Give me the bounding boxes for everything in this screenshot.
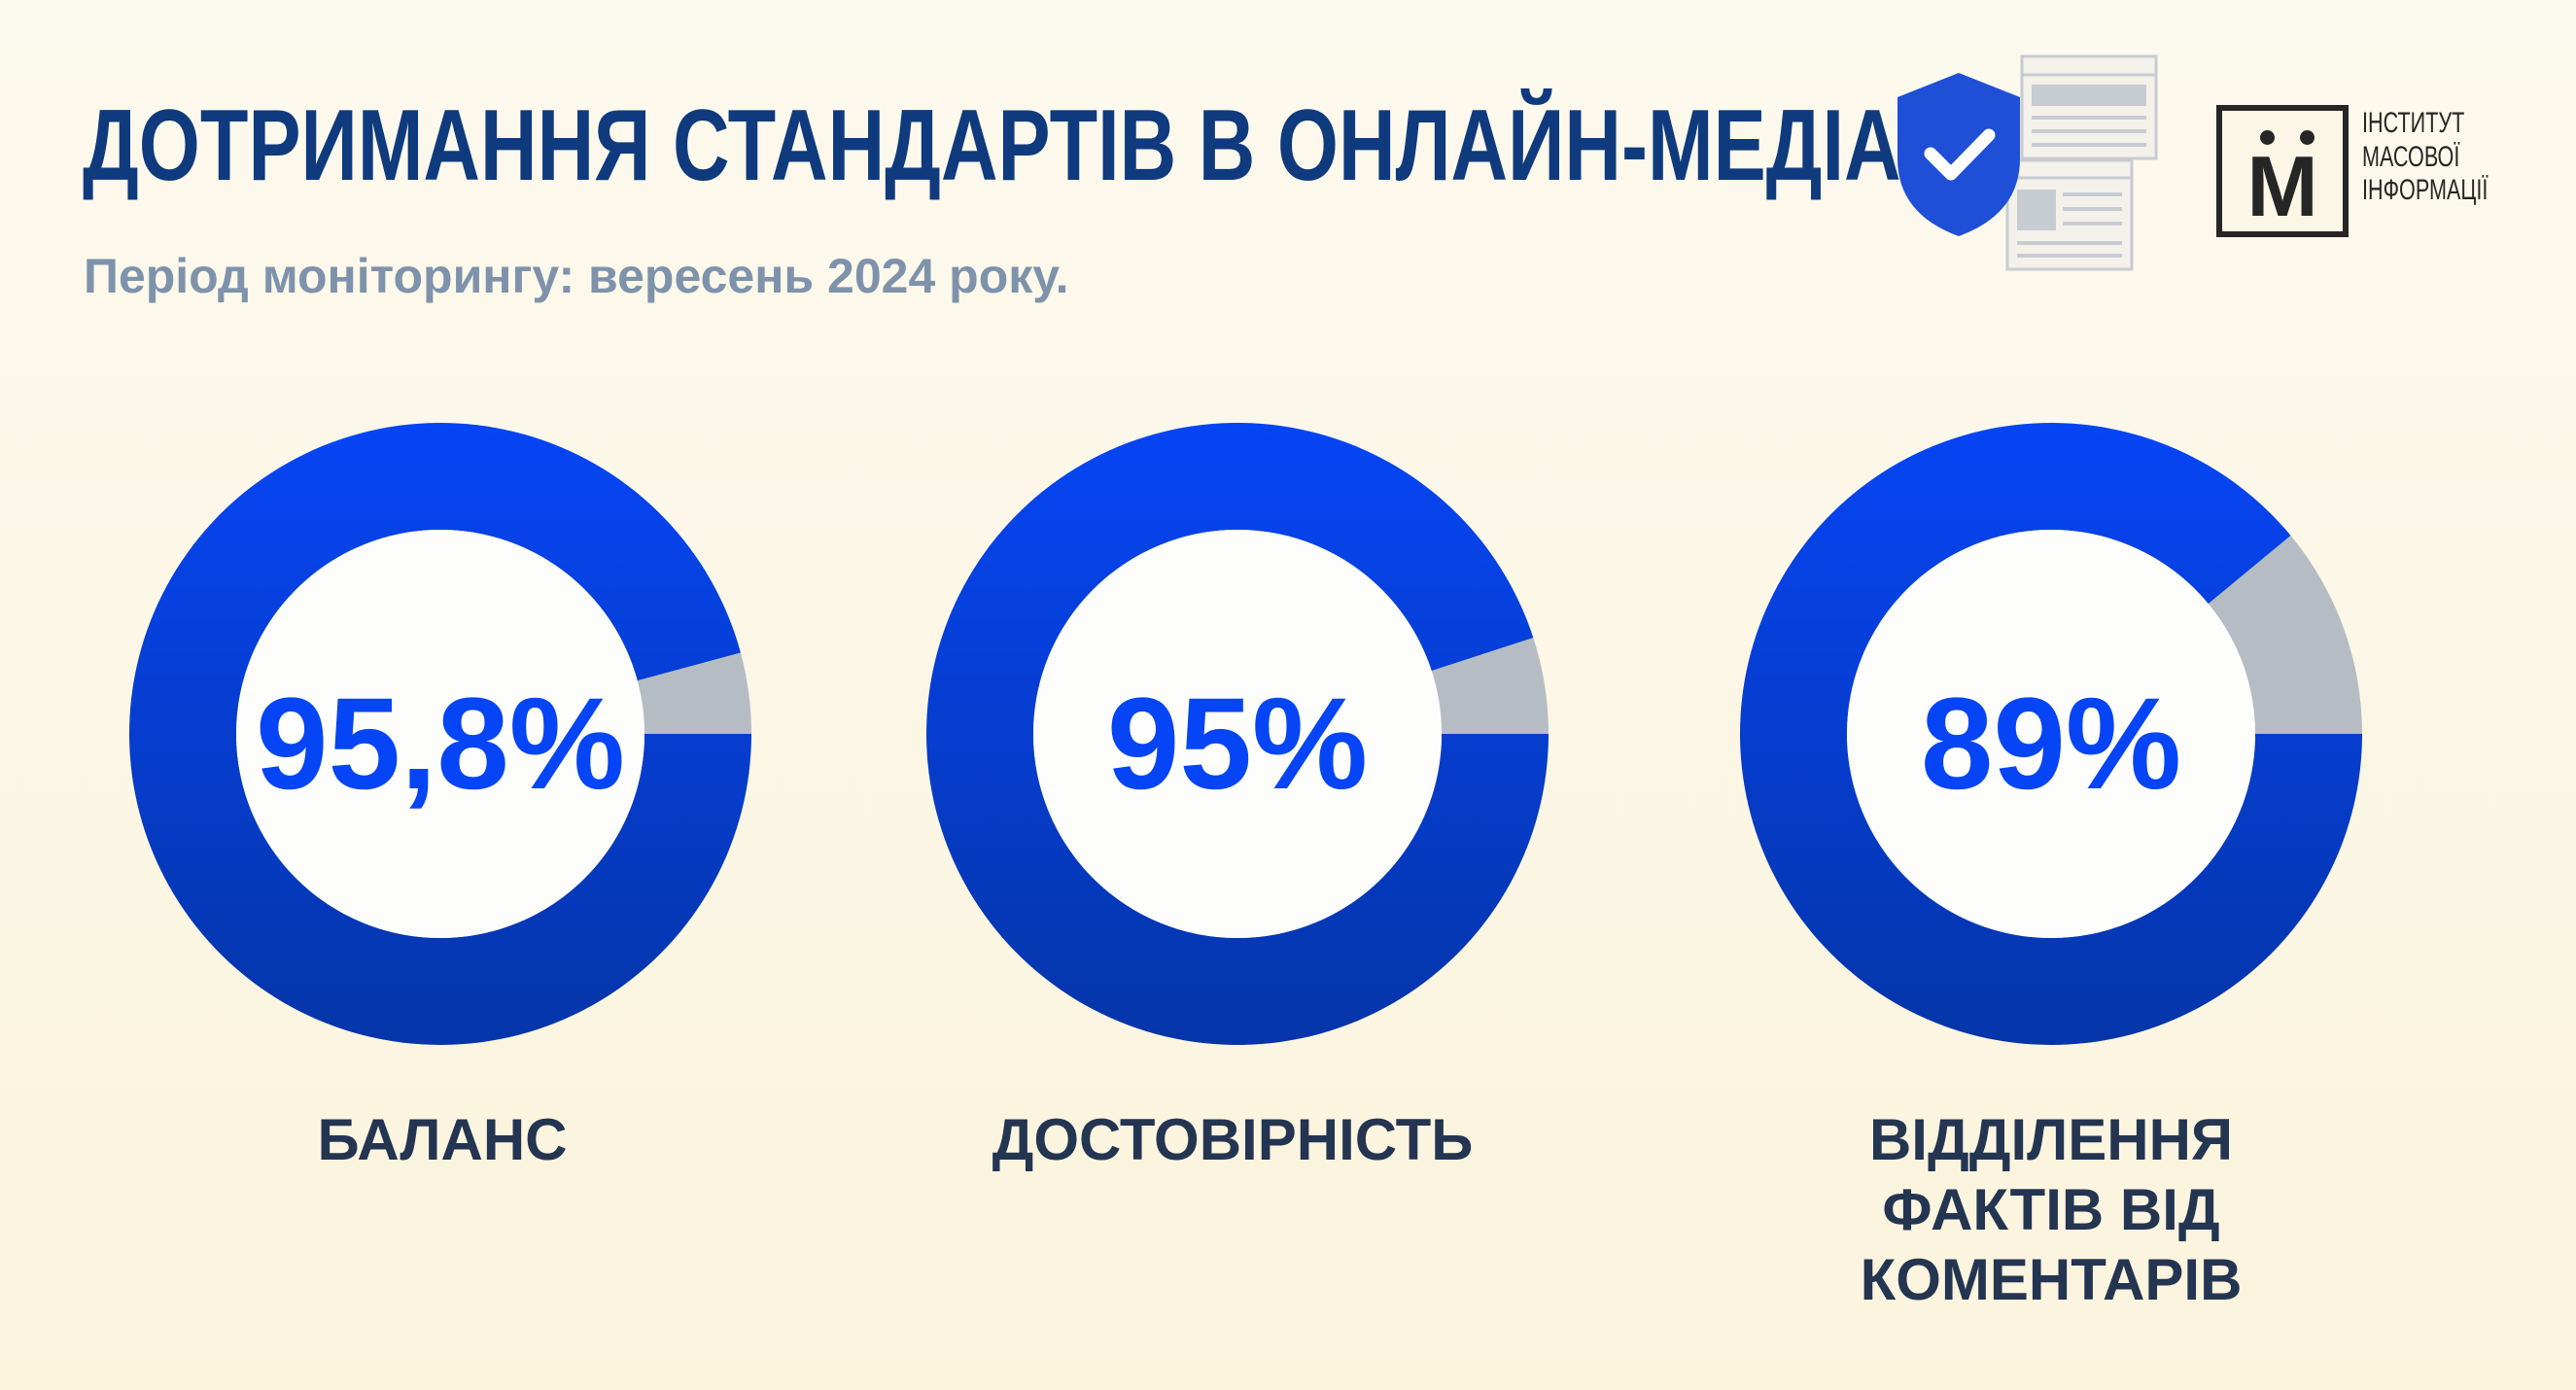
donut-remainder-slice bbox=[637, 652, 751, 734]
shield-check-icon bbox=[1897, 54, 2158, 271]
donut-value-label: 95,8% bbox=[256, 671, 625, 817]
donut-center bbox=[1033, 530, 1442, 938]
donut-value-label: 89% bbox=[1920, 671, 2182, 817]
logo-line-3: ІНФОРМАЦІЇ bbox=[2362, 174, 2489, 206]
donut-chart-reliability: 95% bbox=[917, 413, 1558, 1055]
logo-line-2: МАСОВОЇ bbox=[2362, 140, 2460, 173]
donut-value-slice bbox=[129, 423, 751, 1045]
category-label-reliability: ДОСТОВІРНІСТЬ bbox=[992, 1107, 1474, 1172]
donut-svg bbox=[1740, 422, 2362, 1045]
category-label-facts-vs-comments: ВІДДІЛЕННЯ ФАКТІВ ВІД КОМЕНТАРІВ bbox=[1614, 1105, 2489, 1315]
page-title: ДОТРИМАННЯ СТАНДАРТІВ В ОНЛАЙН-МЕДІА bbox=[83, 89, 1901, 202]
logo-text: ІНСТИТУТ МАСОВОЇ ІНФОРМАЦІЇ bbox=[2362, 107, 2488, 208]
webpage-icon bbox=[2005, 54, 2158, 271]
donut-center bbox=[1847, 530, 2255, 938]
category-label-balance: БАЛАНС bbox=[317, 1107, 568, 1172]
donut-svg bbox=[926, 423, 1549, 1045]
donut-value-slice bbox=[926, 423, 1549, 1045]
donut-center bbox=[236, 530, 644, 938]
donut-remainder-slice bbox=[1431, 638, 1549, 734]
category-label-text: ВІДДІЛЕННЯ ФАКТІВ ВІД КОМЕНТАРІВ bbox=[1860, 1107, 2243, 1312]
logo-mark: М bbox=[2216, 105, 2349, 237]
donut-chart-facts-vs-comments: 89% bbox=[1730, 413, 2372, 1055]
monitoring-period: Період моніторингу: вересень 2024 року. bbox=[84, 249, 1069, 303]
donut-chart-balance: 95,8% bbox=[120, 413, 761, 1055]
logo-line-1: ІНСТИТУТ bbox=[2362, 107, 2465, 139]
donut-value-slice bbox=[1740, 422, 2362, 1045]
logo-letter: М bbox=[2246, 138, 2318, 234]
donut-remainder-slice bbox=[2208, 536, 2362, 734]
donut-svg bbox=[129, 423, 751, 1045]
institute-logo: М ІНСТИТУТ МАСОВОЇ ІНФОРМАЦІЇ bbox=[2216, 105, 2508, 249]
donut-value-label: 95% bbox=[1106, 671, 1369, 817]
